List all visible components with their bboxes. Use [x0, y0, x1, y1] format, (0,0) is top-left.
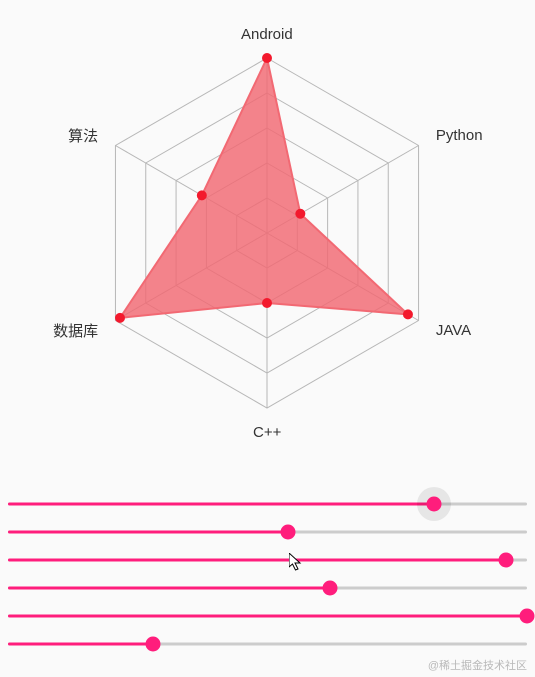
- radar-point: [262, 298, 272, 308]
- radar-svg: [0, 0, 535, 480]
- slider[interactable]: [8, 546, 527, 574]
- slider-fill: [8, 559, 506, 562]
- axis-label: Android: [241, 26, 293, 43]
- slider[interactable]: [8, 602, 527, 630]
- radar-point: [262, 53, 272, 63]
- slider-thumb[interactable]: [426, 497, 441, 512]
- axis-label: 数据库: [53, 320, 98, 341]
- radar-point: [197, 190, 207, 200]
- slider-thumb[interactable]: [146, 637, 161, 652]
- slider-thumb[interactable]: [281, 525, 296, 540]
- sliders-panel: [8, 490, 527, 658]
- axis-label: JAVA: [436, 322, 471, 339]
- slider[interactable]: [8, 574, 527, 602]
- slider-fill: [8, 615, 527, 618]
- radar-point: [295, 209, 305, 219]
- slider[interactable]: [8, 518, 527, 546]
- radar-point: [403, 309, 413, 319]
- slider-fill: [8, 643, 153, 646]
- radar-chart: Android Python JAVA C++ 数据库 算法: [0, 0, 535, 480]
- radar-point: [115, 313, 125, 323]
- axis-label: 算法: [68, 125, 98, 146]
- slider-thumb[interactable]: [520, 609, 535, 624]
- slider[interactable]: [8, 630, 527, 658]
- slider-fill: [8, 531, 288, 534]
- axis-label: C++: [253, 424, 281, 441]
- radar-area-fill: [120, 58, 408, 318]
- axis-label: Python: [436, 127, 483, 144]
- watermark: @稀土掘金技术社区: [428, 657, 527, 673]
- slider[interactable]: [8, 490, 527, 518]
- slider-fill: [8, 503, 434, 506]
- slider-thumb[interactable]: [322, 581, 337, 596]
- slider-thumb[interactable]: [499, 553, 514, 568]
- slider-fill: [8, 587, 330, 590]
